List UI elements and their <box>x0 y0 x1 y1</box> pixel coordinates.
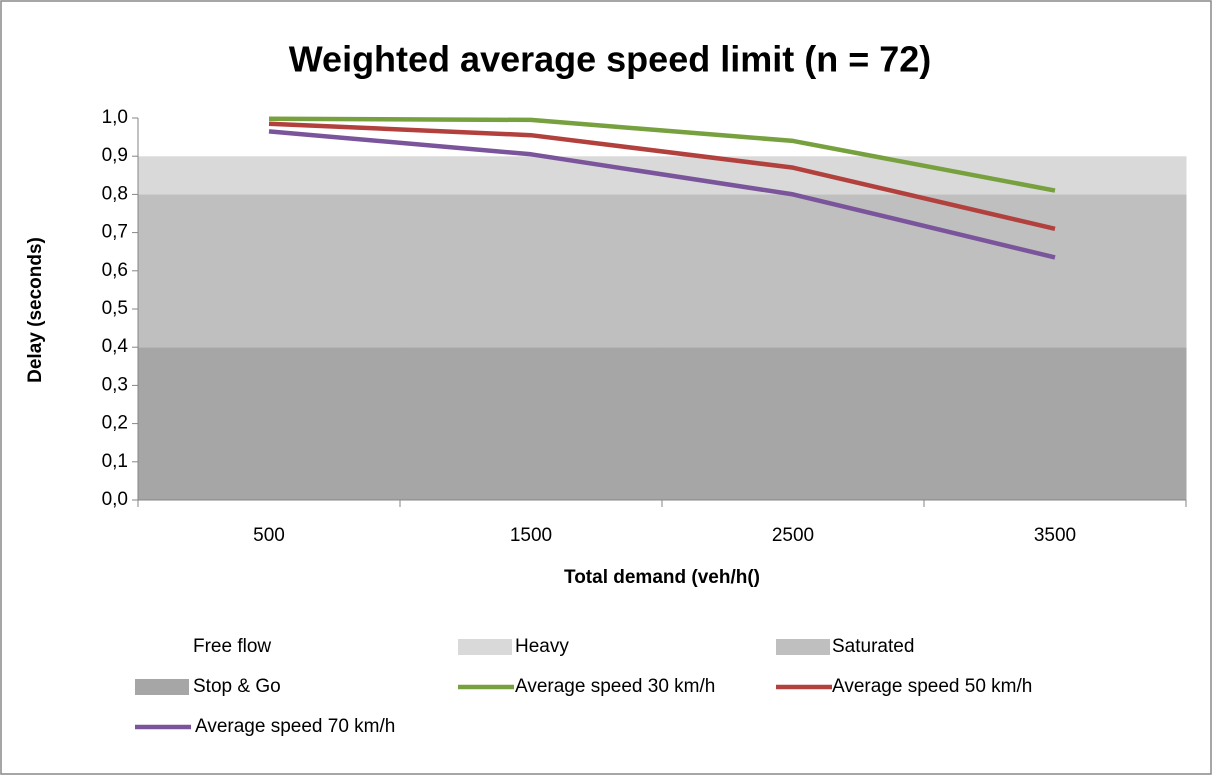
band-area <box>400 156 663 195</box>
y-tick-label: 0,5 <box>102 298 128 319</box>
legend-label: Average speed 30 km/h <box>515 676 715 697</box>
band-area <box>662 118 925 157</box>
legend-label: Stop & Go <box>193 676 281 697</box>
legend-label: Average speed 70 km/h <box>195 716 395 737</box>
legend-swatch <box>776 639 830 655</box>
y-tick-label: 1,0 <box>102 107 128 128</box>
band-area <box>400 347 663 500</box>
band-area <box>924 118 1187 157</box>
y-tick-label: 0,3 <box>102 374 128 395</box>
legend-label: Average speed 50 km/h <box>832 676 1032 697</box>
legend-swatch <box>135 679 189 695</box>
x-tick-label: 2500 <box>772 525 814 546</box>
band-area <box>662 194 925 348</box>
y-axis-title: Delay (seconds) <box>25 237 46 383</box>
legend-label: Heavy <box>515 636 569 657</box>
y-tick-label: 0,4 <box>102 336 129 357</box>
band-area <box>138 347 401 500</box>
legend-swatch <box>135 639 189 655</box>
series-line <box>268 129 1056 260</box>
series-line <box>268 121 1056 231</box>
x-axis-title: Total demand (veh/h() <box>564 567 760 588</box>
chart-title: Weighted average speed limit (n = 72) <box>289 39 932 80</box>
band-area <box>138 156 401 195</box>
y-tick-label: 0,8 <box>102 183 128 204</box>
x-tick-label: 3500 <box>1034 525 1076 546</box>
y-tick-label: 0,7 <box>102 222 128 243</box>
legend-label: Free flow <box>193 636 271 657</box>
series-line <box>268 116 1056 193</box>
band-area <box>924 347 1187 500</box>
x-tick-label: 1500 <box>510 525 552 546</box>
legend-label: Saturated <box>832 636 914 657</box>
y-tick-label: 0,1 <box>102 451 128 472</box>
legend-swatch <box>458 639 512 655</box>
band-area <box>400 194 663 348</box>
band-area <box>924 194 1187 348</box>
band-area <box>662 347 925 500</box>
y-tick-label: 0,9 <box>102 145 128 166</box>
band-area <box>138 194 401 348</box>
y-tick-label: 0,2 <box>102 413 128 434</box>
y-tick-label: 0,0 <box>102 489 128 510</box>
x-tick-label: 500 <box>253 525 285 546</box>
y-tick-label: 0,6 <box>102 260 128 281</box>
